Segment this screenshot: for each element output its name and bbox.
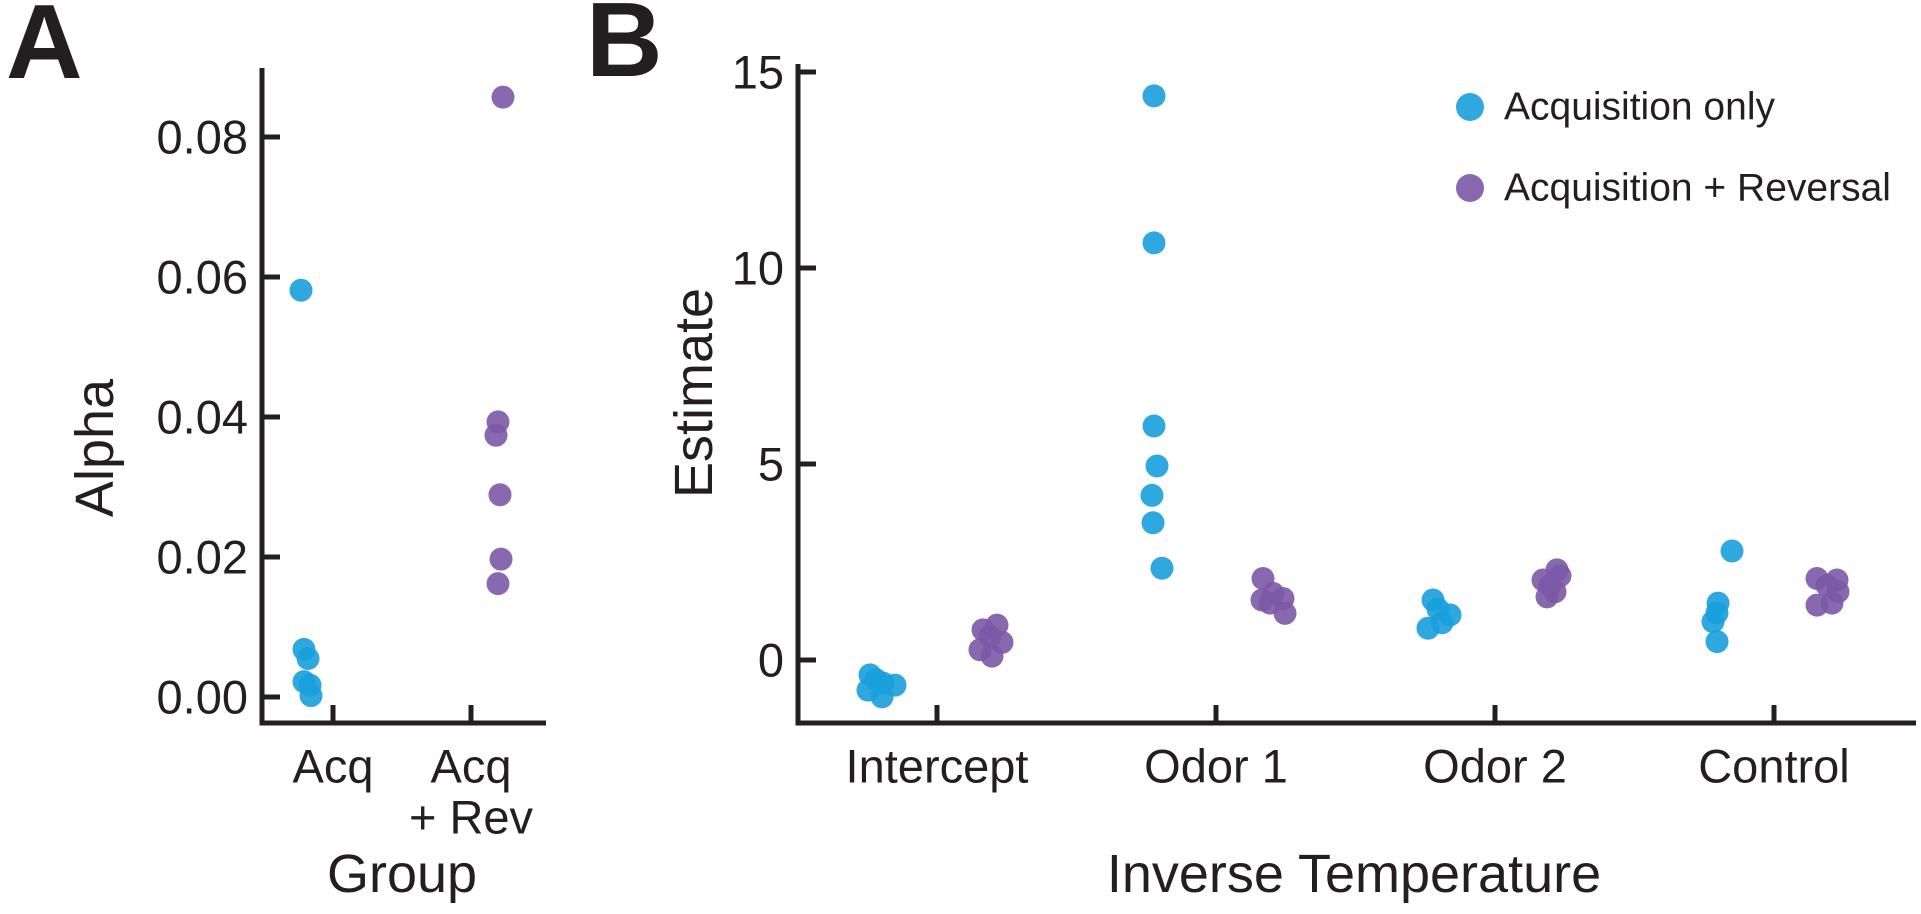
panel-a-data-point-acquisition_reversal bbox=[484, 423, 508, 447]
panel-b-data-point-acquisition_reversal bbox=[1535, 585, 1559, 609]
panel-b-data-point-acquisition_only bbox=[1141, 511, 1165, 535]
panel-b-data-point-acquisition_only bbox=[1705, 630, 1729, 654]
panel-a-x-tick-label: Acq bbox=[293, 740, 374, 793]
panel-b-x-axis-label: Inverse Temperature bbox=[1107, 844, 1601, 904]
panel-a-y-tick-label: 0.02 bbox=[157, 531, 248, 584]
legend-label: Acquisition only bbox=[1504, 86, 1775, 129]
panel-a-y-tick-label: 0.08 bbox=[157, 111, 248, 164]
panel-b-data-point-acquisition_only bbox=[1150, 556, 1174, 580]
panel-a-data-point-acquisition_only bbox=[296, 647, 320, 670]
panel-a-data-point-acquisition_only bbox=[289, 278, 313, 302]
panel-b-y-tick-label: 10 bbox=[732, 242, 784, 295]
panel-a-x-tick-label: + Rev bbox=[409, 791, 534, 844]
panel-a-y-axis-label: Alpha bbox=[65, 378, 125, 517]
panel-b-y-axis-label: Estimate bbox=[664, 288, 724, 498]
panel-b-x-tick-label: Odor 2 bbox=[1423, 740, 1567, 793]
panel-b-data-point-acquisition_only bbox=[1142, 84, 1166, 108]
panel-b-data-point-acquisition_only bbox=[1416, 616, 1440, 640]
legend-marker-acquisition_reversal bbox=[1456, 174, 1484, 202]
panel-a-data-point-acquisition_reversal bbox=[488, 483, 512, 507]
panel-b-data-point-acquisition_only bbox=[1142, 231, 1166, 255]
panel-a-y-tick-label: 0.00 bbox=[157, 671, 248, 724]
panel-b-data-point-acquisition_only bbox=[1720, 539, 1744, 563]
panel-b-data-point-acquisition_reversal bbox=[1805, 593, 1829, 617]
panel-b-data-point-acquisition_only bbox=[1701, 610, 1725, 634]
legend-label: Acquisition + Reversal bbox=[1504, 167, 1891, 210]
panel-b-data-point-acquisition_only bbox=[1140, 483, 1164, 507]
panel-b-y-tick-label: 5 bbox=[758, 438, 784, 491]
panel-b-data-point-acquisition_reversal bbox=[1273, 601, 1297, 625]
panel-b-letter: B bbox=[586, 0, 663, 99]
panel-a-data-point-acquisition_only bbox=[299, 684, 323, 708]
panel-b-x-tick-label: Intercept bbox=[846, 740, 1029, 793]
panel-b-x-tick-label: Control bbox=[1698, 740, 1850, 793]
panel-a-y-tick-label: 0.04 bbox=[157, 391, 248, 444]
panel-b-y-tick-label: 15 bbox=[732, 46, 784, 99]
panel-b-data-point-acquisition_only bbox=[1145, 454, 1169, 478]
panel-b-x-tick-label: Odor 1 bbox=[1144, 740, 1288, 793]
panel-a-data-point-acquisition_reversal bbox=[491, 85, 515, 109]
panel-a-letter: A bbox=[6, 0, 83, 101]
panel-a-y-tick-label: 0.06 bbox=[157, 251, 248, 304]
legend-marker-acquisition_only bbox=[1456, 93, 1484, 121]
panel-b-data-point-acquisition_only bbox=[870, 685, 894, 709]
panel-b-data-point-acquisition_only bbox=[1142, 414, 1166, 438]
panel-b-data-point-acquisition_reversal bbox=[980, 644, 1004, 668]
panel-a-data-point-acquisition_reversal bbox=[489, 547, 513, 571]
panel-a-x-axis-label: Group bbox=[327, 844, 477, 904]
panel-a-x-tick-label: Acq bbox=[431, 740, 512, 793]
panel-b-y-tick-label: 0 bbox=[758, 634, 784, 687]
panel-a-data-point-acquisition_reversal bbox=[486, 572, 510, 596]
